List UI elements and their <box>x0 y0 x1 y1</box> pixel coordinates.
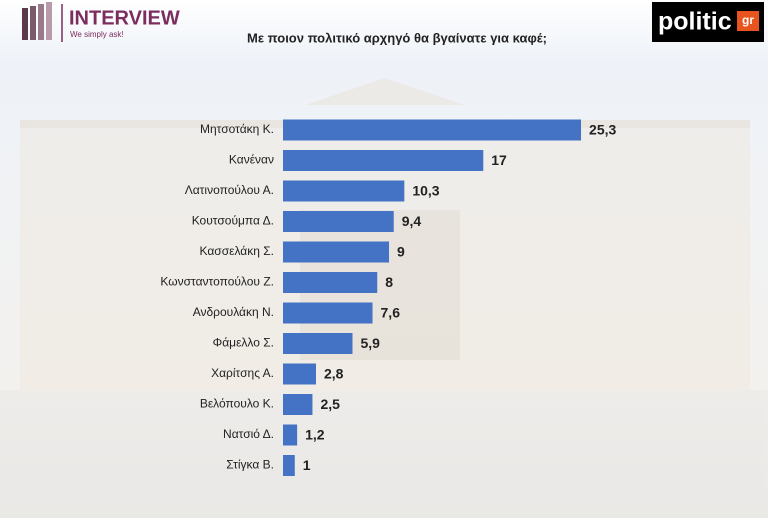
category-label: Φάμελλο Σ. <box>213 336 274 350</box>
logo-tagline: We simply ask! <box>70 30 124 39</box>
logo-icon <box>46 2 52 40</box>
bar <box>283 241 390 263</box>
value-label: 9 <box>397 244 405 260</box>
category-label: Χαρίτσης Α. <box>211 366 274 380</box>
bar <box>283 424 298 446</box>
value-label: 7,6 <box>381 305 401 321</box>
logo-icon <box>38 4 44 40</box>
bar <box>283 394 313 415</box>
category-label: Ανδρουλάκη Ν. <box>193 305 274 319</box>
site-logo-text: politic <box>658 8 732 36</box>
bar <box>283 119 582 141</box>
background-building <box>0 78 768 518</box>
category-label: Λατινοπούλου Α. <box>185 183 274 197</box>
site-logo-suffix: gr <box>742 13 754 27</box>
category-label: Κωνσταντοπούλου Ζ. <box>160 275 274 289</box>
bar <box>283 272 378 293</box>
logo-icon <box>30 6 36 40</box>
category-label: Μητσοτάκη Κ. <box>200 122 274 136</box>
value-label: 9,4 <box>402 213 422 229</box>
site-logo-suffix-box <box>737 11 759 31</box>
category-label: Κασσελάκη Σ. <box>200 244 274 258</box>
value-label: 17 <box>491 152 507 168</box>
category-label: Κουτσούμπα Δ. <box>192 214 274 228</box>
category-label: Στίγκα Β. <box>226 458 274 472</box>
bar <box>283 302 373 324</box>
category-label: Νατσιό Δ. <box>223 427 274 441</box>
bar <box>283 150 484 171</box>
chart-title: Με ποιον πολιτικό αρχηγό θα βγαίνατε για… <box>247 30 547 45</box>
value-label: 25,3 <box>589 122 616 138</box>
logo-icon <box>22 8 28 40</box>
bar <box>283 211 394 232</box>
value-label: 5,9 <box>361 335 381 351</box>
logo-text: INTERVIEW <box>69 7 180 29</box>
category-label: Κανέναν <box>229 153 274 167</box>
value-label: 8 <box>385 274 393 290</box>
bar <box>283 180 405 202</box>
value-label: 2,5 <box>320 396 340 412</box>
bar <box>283 333 353 354</box>
value-label: 10,3 <box>412 183 439 199</box>
value-label: 1 <box>303 457 311 473</box>
value-label: 1,2 <box>305 427 325 443</box>
bar <box>283 455 295 476</box>
category-label: Βελόπουλο Κ. <box>200 397 274 411</box>
bar <box>283 363 316 385</box>
value-label: 2,8 <box>324 366 344 382</box>
